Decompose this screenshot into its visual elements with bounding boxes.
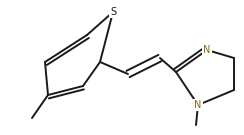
Text: S: S xyxy=(110,7,116,17)
Text: N: N xyxy=(203,45,211,55)
Text: N: N xyxy=(194,100,202,110)
